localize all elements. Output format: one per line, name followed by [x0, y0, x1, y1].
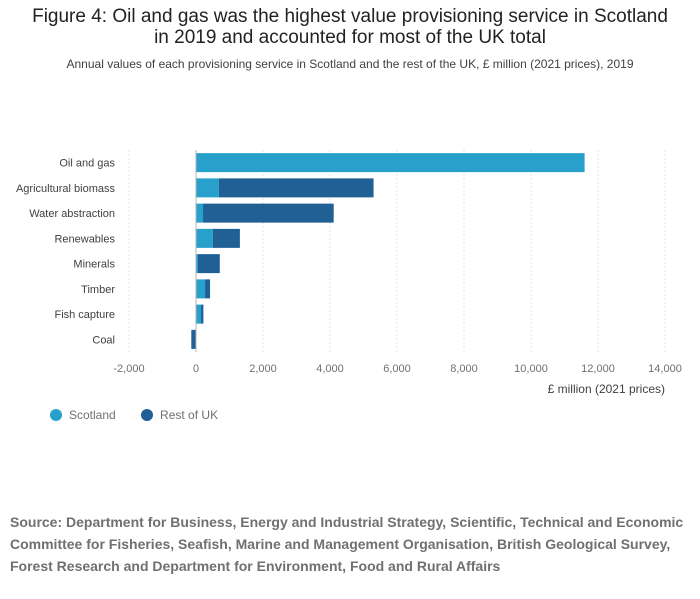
chart-title: Figure 4: Oil and gas was the highest va…: [0, 6, 700, 48]
bar-scotland-1: [196, 178, 219, 198]
category-label-1: Agricultural biomass: [16, 183, 116, 195]
legend-swatch-rest-of-uk: [141, 409, 154, 421]
bar-rest-of-uk-3: [212, 228, 240, 248]
bar-scotland-0: [196, 153, 585, 173]
category-label-2: Water abstraction: [29, 208, 115, 220]
x-tick-label-7: 12,000: [581, 363, 615, 375]
bar-rest-of-uk-7: [191, 329, 196, 349]
category-label-3: Renewables: [54, 233, 115, 245]
x-tick-label-3: 4,000: [316, 363, 344, 375]
legend: Scotland Rest of UK: [50, 408, 240, 424]
legend-swatch-scotland: [50, 409, 62, 421]
bar-scotland-6: [196, 304, 202, 324]
category-label-0: Oil and gas: [59, 158, 115, 170]
legend-label-scotland: Scotland: [69, 408, 116, 422]
bar-scotland-5: [196, 279, 206, 299]
category-label-5: Timber: [81, 284, 115, 296]
bar-scotland-3: [196, 228, 213, 248]
chart-subtitle: Annual values of each provisioning servi…: [66, 57, 634, 71]
x-tick-label-6: 10,000: [514, 363, 548, 375]
chart-title-line-1: Figure 4: Oil and gas was the highest va…: [32, 6, 668, 27]
x-tick-label-4: 6,000: [383, 363, 411, 375]
x-tick-label-1: 0: [193, 363, 199, 375]
x-tick-label-2: 2,000: [249, 363, 277, 375]
legend-label-rest-of-uk: Rest of UK: [160, 408, 219, 422]
bar-scotland-2: [196, 203, 204, 223]
x-tick-label-5: 8,000: [450, 363, 478, 375]
x-tick-label-0: -2,000: [113, 363, 144, 375]
bar-rest-of-uk-2: [203, 203, 334, 223]
x-axis-title: £ million (2021 prices): [548, 382, 665, 396]
source-note: Source: Department for Business, Energy …: [10, 514, 684, 574]
legend-item-scotland: Scotland: [50, 408, 116, 422]
chart-title-line-2: in 2019 and accounted for most of the UK…: [154, 27, 546, 48]
category-label-4: Minerals: [73, 259, 115, 271]
bar-rest-of-uk-1: [218, 178, 374, 198]
bar-chart: Oil and gas Agricultural biomass Water abs…: [16, 150, 682, 396]
bar-rest-of-uk-5: [205, 279, 211, 299]
category-label-6: Fish capture: [54, 309, 115, 321]
bar-rest-of-uk-6: [201, 304, 204, 324]
legend-item-rest-of-uk: Rest of UK: [141, 408, 218, 422]
x-tick-label-8: 14,000: [648, 363, 682, 375]
category-label-7: Coal: [92, 334, 115, 346]
bar-scotland-4: [196, 254, 199, 274]
bar-rest-of-uk-4: [198, 254, 220, 274]
